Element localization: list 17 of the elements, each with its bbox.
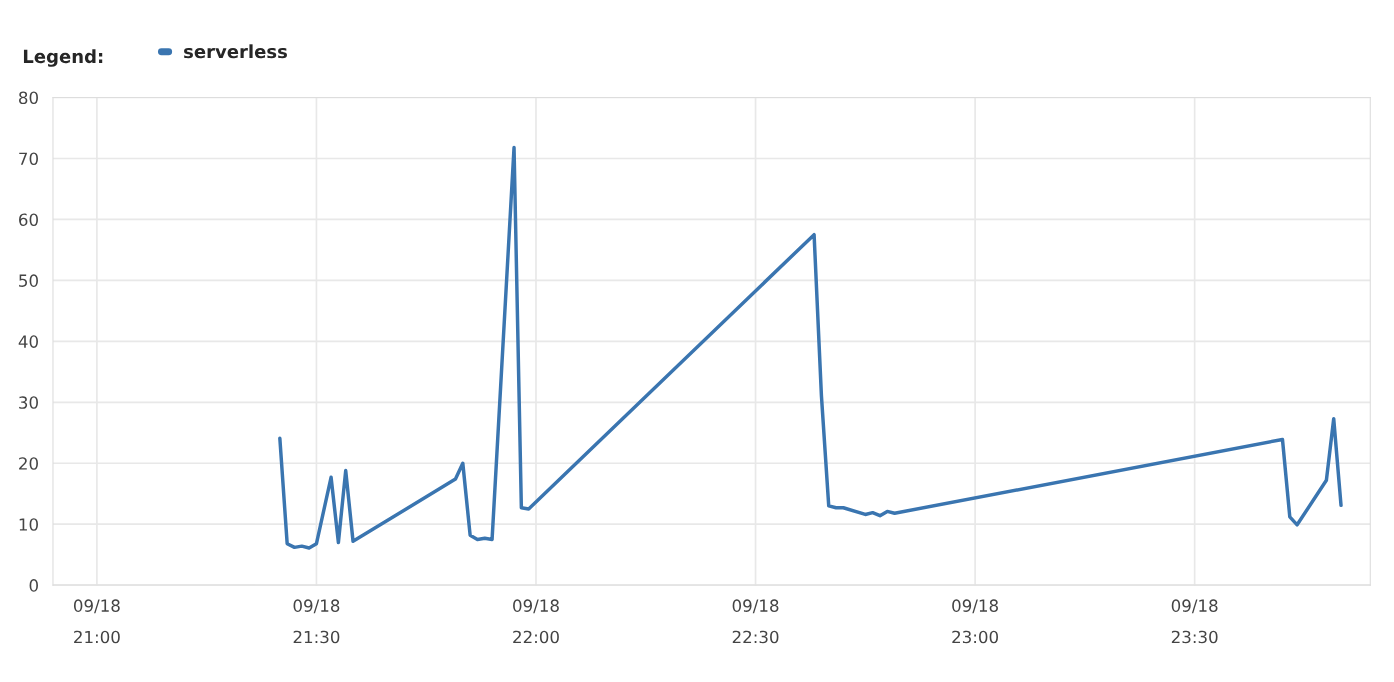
- x-tick-label: 09/18 23:30: [1171, 599, 1218, 644]
- x-tick-label: 09/18 21:00: [73, 599, 120, 644]
- y-tick-label: 30: [19, 396, 38, 409]
- legend-title: Legend:: [23, 49, 103, 67]
- x-tick-label: 09/18 21:30: [293, 599, 340, 644]
- x-tick-label: 09/18 22:30: [732, 599, 779, 644]
- y-tick-label: 60: [19, 213, 38, 226]
- x-tick-label: 09/18 23:00: [952, 599, 999, 644]
- y-tick-label: 10: [19, 518, 38, 531]
- y-tick-label: 50: [19, 274, 38, 287]
- legend-label: serverless: [184, 44, 287, 59]
- y-tick-label: 0: [29, 579, 38, 592]
- y-tick-label: 70: [19, 152, 38, 166]
- y-tick-label: 80: [19, 91, 38, 105]
- x-tick-label: 09/18 22:00: [513, 599, 559, 644]
- y-tick-label: 40: [18, 335, 38, 348]
- y-tick-label: 20: [19, 457, 38, 470]
